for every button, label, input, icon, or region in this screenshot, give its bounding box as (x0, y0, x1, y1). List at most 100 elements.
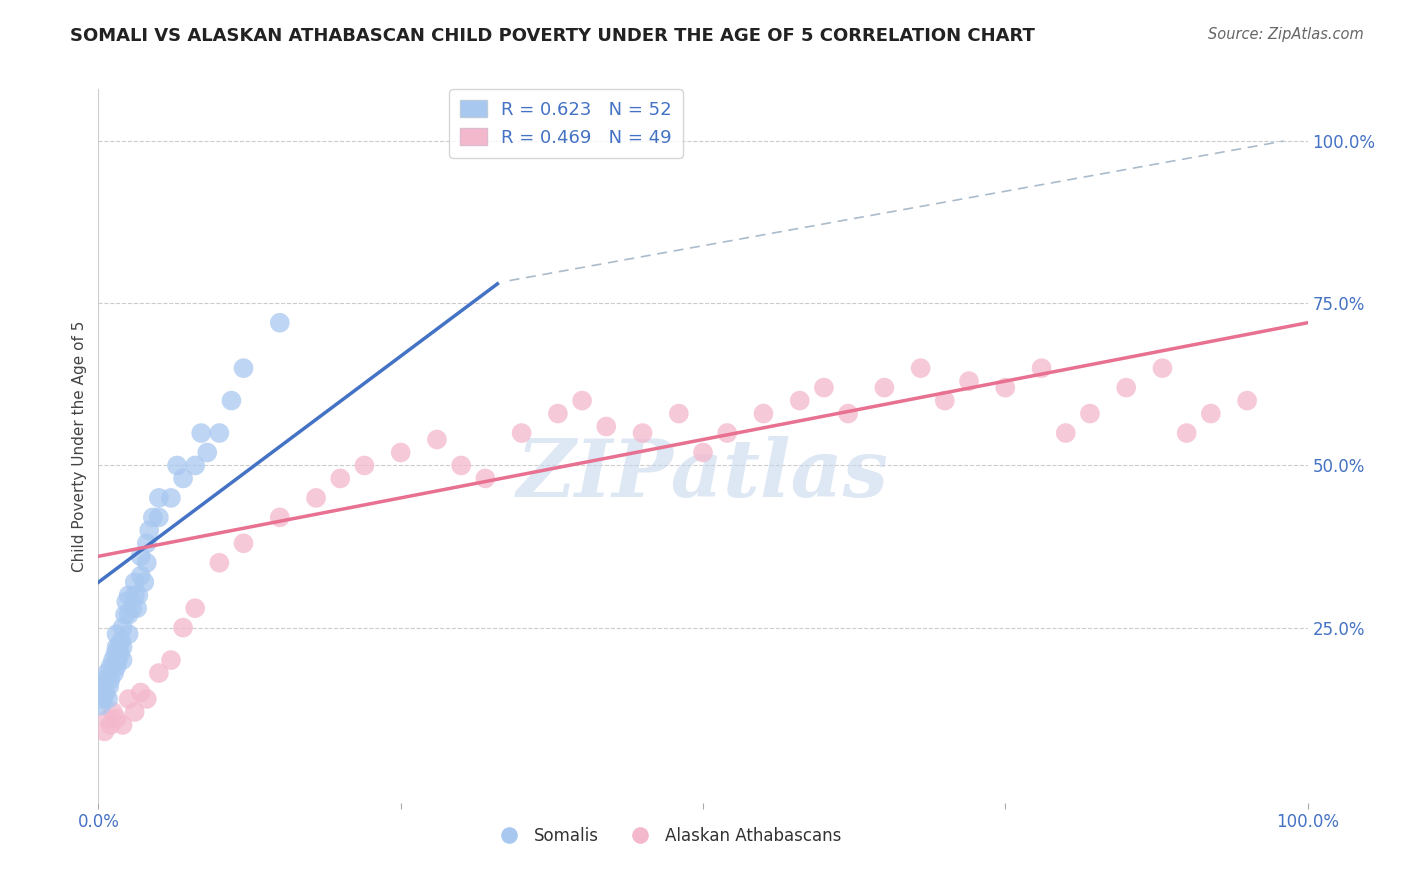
Point (269, 316, 291, 330)
Point (105, 711, 128, 725)
Point (129, 549, 152, 564)
Point (97, 711, 120, 725)
Point (96, 666, 118, 681)
Point (184, 458, 207, 473)
Point (692, 445, 714, 459)
Point (510, 425, 533, 440)
Point (118, 692, 141, 706)
Point (837, 407, 859, 421)
Point (1078, 407, 1101, 421)
Point (716, 425, 738, 440)
Point (103, 666, 125, 681)
Point (124, 588, 146, 602)
Point (1031, 361, 1053, 376)
Point (94, 685, 117, 699)
Point (108, 647, 131, 661)
Point (160, 653, 183, 667)
Point (105, 640, 128, 654)
Y-axis label: Child Poverty Under the Age of 5: Child Poverty Under the Age of 5 (72, 320, 87, 572)
Point (135, 556, 157, 570)
Point (1175, 425, 1198, 440)
Text: SOMALI VS ALASKAN ATHABASCAN CHILD POVERTY UNDER THE AGE OF 5 CORRELATION CHART: SOMALI VS ALASKAN ATHABASCAN CHILD POVER… (70, 27, 1035, 45)
Point (142, 510, 165, 524)
Point (148, 491, 170, 505)
Point (101, 653, 124, 667)
Point (1054, 425, 1077, 440)
Point (329, 471, 352, 485)
Point (571, 393, 593, 408)
Point (789, 393, 811, 408)
Point (910, 361, 932, 376)
Point (118, 627, 141, 641)
Point (160, 491, 183, 505)
Point (134, 575, 156, 590)
Point (184, 601, 207, 615)
Point (190, 425, 212, 440)
Point (232, 536, 254, 550)
Point (100, 718, 122, 732)
Point (221, 393, 243, 408)
Point (668, 407, 690, 421)
Point (115, 595, 138, 609)
Point (100, 659, 122, 673)
Point (90, 698, 112, 713)
Point (474, 471, 496, 485)
Point (111, 640, 134, 654)
Point (105, 659, 128, 673)
Point (232, 361, 254, 376)
Point (957, 374, 980, 388)
Point (752, 407, 775, 421)
Point (114, 607, 136, 622)
Point (121, 601, 143, 615)
Point (129, 568, 152, 582)
Point (111, 621, 134, 635)
Point (934, 393, 956, 408)
Point (111, 653, 134, 667)
Text: ZIPatlas: ZIPatlas (517, 436, 889, 513)
Point (107, 653, 129, 667)
Point (208, 556, 231, 570)
Point (110, 633, 132, 648)
Point (127, 588, 149, 602)
Point (148, 666, 170, 681)
Point (172, 471, 194, 485)
Point (91, 692, 114, 706)
Point (994, 381, 1017, 395)
Point (135, 692, 157, 706)
Point (1115, 381, 1137, 395)
Point (124, 705, 146, 719)
Point (98, 679, 121, 693)
Point (547, 407, 569, 421)
Point (1236, 393, 1258, 408)
Point (353, 458, 375, 473)
Point (195, 445, 218, 459)
Point (124, 575, 146, 590)
Point (105, 627, 128, 641)
Point (129, 685, 152, 699)
Point (138, 524, 160, 538)
Point (100, 673, 122, 687)
Point (118, 607, 141, 622)
Point (813, 381, 835, 395)
Point (93, 724, 115, 739)
Point (1199, 407, 1222, 421)
Point (595, 419, 617, 434)
Point (97, 692, 120, 706)
Point (108, 640, 131, 654)
Point (1152, 361, 1174, 376)
Point (135, 536, 157, 550)
Point (127, 601, 149, 615)
Point (269, 510, 291, 524)
Text: Source: ZipAtlas.com: Source: ZipAtlas.com (1208, 27, 1364, 42)
Point (101, 705, 124, 719)
Point (93, 673, 115, 687)
Point (631, 425, 654, 440)
Point (111, 718, 134, 732)
Point (305, 491, 328, 505)
Point (118, 588, 141, 602)
Point (426, 433, 449, 447)
Point (873, 381, 896, 395)
Point (450, 458, 472, 473)
Point (148, 510, 170, 524)
Point (172, 621, 194, 635)
